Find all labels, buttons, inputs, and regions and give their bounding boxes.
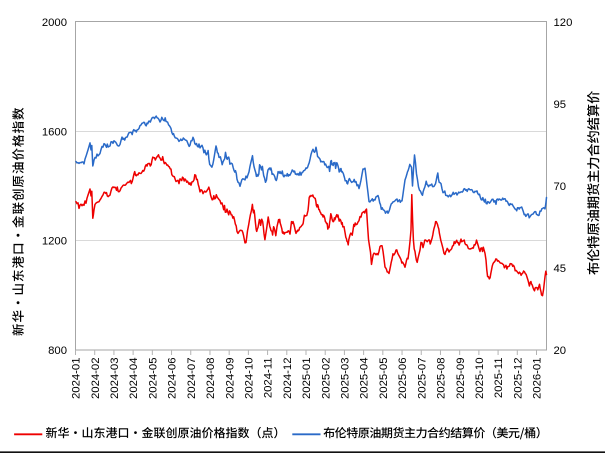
svg-text:1600: 1600 — [42, 127, 67, 139]
svg-text:45: 45 — [554, 263, 567, 275]
svg-text:800: 800 — [48, 345, 67, 357]
svg-text:2024-11: 2024-11 — [263, 358, 275, 399]
svg-text:2025-12: 2025-12 — [512, 358, 524, 399]
svg-text:2024-12: 2024-12 — [282, 358, 294, 399]
svg-text:2024-06: 2024-06 — [167, 358, 179, 399]
svg-text:70: 70 — [554, 181, 567, 193]
svg-text:2024-03: 2024-03 — [109, 358, 121, 399]
svg-text:2025-06: 2025-06 — [397, 358, 409, 399]
svg-text:2000: 2000 — [42, 17, 67, 29]
svg-text:1200: 1200 — [42, 236, 67, 248]
svg-text:2025-09: 2025-09 — [455, 358, 467, 399]
svg-text:2025-04: 2025-04 — [359, 358, 371, 399]
svg-text:2025-07: 2025-07 — [416, 358, 428, 399]
svg-text:2024-01: 2024-01 — [71, 358, 83, 399]
svg-text:95: 95 — [554, 99, 567, 111]
svg-text:2024-08: 2024-08 — [205, 358, 217, 399]
svg-text:2025-03: 2025-03 — [340, 358, 352, 399]
svg-text:2024-07: 2024-07 — [186, 358, 198, 399]
svg-text:120: 120 — [554, 17, 573, 29]
svg-text:2024-10: 2024-10 — [243, 358, 255, 399]
svg-text:2025-01: 2025-01 — [301, 358, 313, 399]
svg-text:2025-10: 2025-10 — [474, 357, 486, 398]
svg-text:2025-05: 2025-05 — [378, 358, 390, 399]
svg-text:2026-01: 2026-01 — [532, 358, 544, 399]
svg-text:2025-11: 2025-11 — [493, 358, 505, 399]
svg-text:2024-09: 2024-09 — [224, 358, 236, 399]
svg-text:2025-08: 2025-08 — [436, 358, 448, 399]
svg-text:20: 20 — [554, 345, 567, 357]
svg-text:2025-02: 2025-02 — [320, 358, 332, 399]
svg-text:2024-02: 2024-02 — [90, 358, 102, 399]
svg-text:2024-04: 2024-04 — [128, 358, 140, 399]
svg-text:2024-05: 2024-05 — [147, 358, 159, 399]
